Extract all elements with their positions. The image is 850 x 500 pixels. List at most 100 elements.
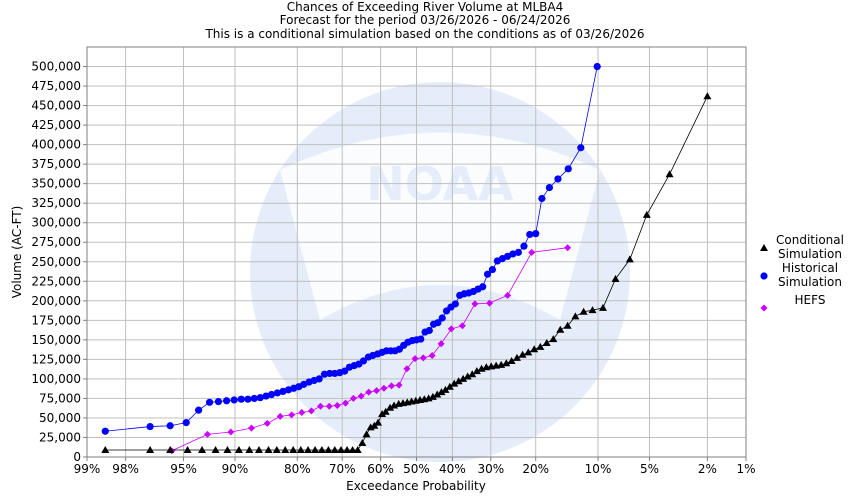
data-point xyxy=(357,392,365,400)
legend-label: Conditional xyxy=(776,233,844,247)
data-point xyxy=(434,319,442,327)
legend-label: Simulation xyxy=(778,275,842,289)
data-point xyxy=(281,445,290,453)
x-tick-label: 20% xyxy=(522,462,549,476)
data-point xyxy=(530,345,539,353)
data-point xyxy=(315,375,323,383)
data-point xyxy=(273,389,281,397)
data-point xyxy=(471,300,479,308)
data-point xyxy=(341,367,349,375)
grid xyxy=(86,47,747,458)
series-triangle xyxy=(101,92,712,453)
data-point xyxy=(419,354,427,362)
data-point xyxy=(223,445,232,453)
data-point xyxy=(598,303,607,311)
y-tick-label: 375,000 xyxy=(31,157,81,171)
y-tick-label: 225,000 xyxy=(31,274,81,288)
data-point xyxy=(198,445,207,453)
data-point xyxy=(611,274,620,282)
data-point xyxy=(146,422,154,431)
data-point xyxy=(450,379,459,387)
y-tick-label: 325,000 xyxy=(31,196,81,210)
legend-label: Simulation xyxy=(778,247,842,261)
data-point xyxy=(538,194,546,203)
data-point xyxy=(289,445,298,453)
data-point xyxy=(441,385,450,393)
data-point xyxy=(438,314,446,322)
data-point xyxy=(353,445,362,453)
y-tick-label: 400,000 xyxy=(31,138,81,152)
data-point xyxy=(234,445,243,453)
data-point xyxy=(230,396,238,404)
data-point xyxy=(380,384,388,392)
data-point xyxy=(451,300,459,308)
y-tick-label: 0 xyxy=(73,450,81,464)
data-point xyxy=(374,418,383,426)
title-line-3: This is a conditional simulation based o… xyxy=(204,27,644,41)
data-point xyxy=(341,399,349,407)
data-point xyxy=(437,388,446,396)
data-point xyxy=(417,335,425,343)
data-point xyxy=(545,183,554,192)
data-point xyxy=(703,92,712,100)
x-tick-label: 90% xyxy=(222,462,249,476)
data-point xyxy=(459,374,468,382)
data-point xyxy=(564,244,572,252)
plot-frame xyxy=(86,46,747,458)
data-point xyxy=(386,403,395,411)
data-point xyxy=(288,411,296,419)
data-point xyxy=(428,351,436,359)
noaa-watermark: NOAA xyxy=(250,82,630,462)
data-point xyxy=(358,438,367,446)
data-point xyxy=(514,248,522,256)
data-point xyxy=(458,322,466,330)
y-tick-label: 450,000 xyxy=(31,99,81,113)
y-tick-label: 275,000 xyxy=(31,235,81,249)
data-point xyxy=(472,367,481,375)
series xyxy=(101,62,712,455)
data-point xyxy=(486,299,494,307)
data-point xyxy=(296,445,305,453)
y-tick-label: 300,000 xyxy=(31,216,81,230)
data-point xyxy=(211,445,220,453)
data-point xyxy=(166,445,175,453)
y-tick-label: 250,000 xyxy=(31,255,81,269)
data-point xyxy=(554,175,562,183)
y-tick-label: 500,000 xyxy=(31,60,81,74)
data-point xyxy=(330,445,339,453)
data-point xyxy=(463,372,472,380)
y-tick-label: 25,000 xyxy=(39,430,81,444)
data-point xyxy=(642,210,651,218)
data-point xyxy=(373,387,381,395)
data-point xyxy=(324,445,333,453)
x-tick-label: 60% xyxy=(367,462,394,476)
data-point xyxy=(388,382,396,390)
data-point xyxy=(227,428,235,436)
data-point xyxy=(556,325,565,333)
x-tick-label: 1% xyxy=(736,462,755,476)
data-point xyxy=(411,355,419,363)
data-point xyxy=(445,382,454,390)
y-tick-label: 50,000 xyxy=(39,411,81,425)
x-axis-label: Exceedance Probability xyxy=(346,479,486,493)
data-point xyxy=(182,419,190,427)
data-point xyxy=(101,427,109,435)
data-point xyxy=(593,62,601,71)
y-tick-label: 200,000 xyxy=(31,294,81,308)
x-tick-label: 10% xyxy=(585,462,612,476)
data-point xyxy=(524,348,533,356)
y-tick-label: 100,000 xyxy=(31,372,81,386)
x-tick-label: 70% xyxy=(329,462,356,476)
data-point xyxy=(304,445,313,453)
data-point xyxy=(195,406,203,414)
data-point xyxy=(359,357,368,365)
y-tick-label: 75,000 xyxy=(39,391,81,405)
data-point xyxy=(428,392,437,400)
data-point xyxy=(333,401,341,409)
x-tick-label: 5% xyxy=(640,462,659,476)
data-point xyxy=(254,445,263,453)
data-point xyxy=(468,370,477,378)
